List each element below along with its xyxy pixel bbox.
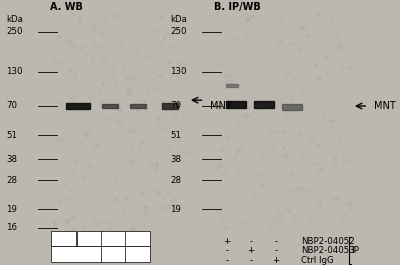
Text: 19: 19 <box>170 205 181 214</box>
Text: 70: 70 <box>6 101 17 111</box>
Text: 51: 51 <box>6 131 17 140</box>
Text: NBP2-04052: NBP2-04052 <box>301 237 354 246</box>
Text: A. WB: A. WB <box>50 2 83 12</box>
Text: T: T <box>111 249 116 258</box>
Text: 250: 250 <box>170 27 186 36</box>
Text: B. IP/WB: B. IP/WB <box>214 2 261 12</box>
Text: -: - <box>250 237 253 246</box>
Text: 38: 38 <box>170 154 181 164</box>
Text: MNT: MNT <box>374 101 396 111</box>
Text: NBP2-04053: NBP2-04053 <box>301 246 354 255</box>
Text: 50: 50 <box>132 234 143 242</box>
Text: 28: 28 <box>170 176 181 185</box>
Text: -: - <box>226 246 229 255</box>
Text: 16: 16 <box>6 223 17 232</box>
Bar <box>226 84 238 87</box>
Text: -: - <box>226 256 229 265</box>
Bar <box>226 100 246 108</box>
Bar <box>282 104 302 110</box>
Text: 19: 19 <box>6 205 17 214</box>
Text: -: - <box>274 237 278 246</box>
Text: 50: 50 <box>58 234 69 242</box>
Text: 130: 130 <box>170 67 186 76</box>
Text: kDa: kDa <box>170 15 187 24</box>
Text: 51: 51 <box>170 131 181 140</box>
Bar <box>254 100 274 108</box>
Text: kDa: kDa <box>6 15 23 24</box>
Text: +: + <box>248 246 255 255</box>
Text: 38: 38 <box>6 154 17 164</box>
Bar <box>66 103 90 109</box>
Text: 250: 250 <box>6 27 22 36</box>
Text: 15: 15 <box>84 234 95 242</box>
Text: -: - <box>250 256 253 265</box>
Text: HeLa: HeLa <box>66 249 88 258</box>
Bar <box>162 103 178 109</box>
Text: Ctrl IgG: Ctrl IgG <box>301 256 334 265</box>
Text: J: J <box>136 249 139 258</box>
Text: -: - <box>274 246 278 255</box>
Text: 130: 130 <box>6 67 22 76</box>
Bar <box>102 104 118 108</box>
Text: 70: 70 <box>170 101 181 111</box>
Text: +: + <box>272 256 280 265</box>
Text: 28: 28 <box>6 176 17 185</box>
Bar <box>130 104 146 108</box>
Text: IP: IP <box>351 246 359 255</box>
Text: 50: 50 <box>108 234 119 242</box>
Text: +: + <box>224 237 231 246</box>
Text: MNT: MNT <box>210 101 232 111</box>
